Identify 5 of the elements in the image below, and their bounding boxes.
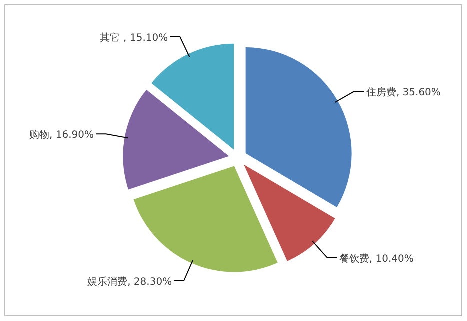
slice-label: 购物, 16.90%	[30, 130, 94, 142]
slice-label: 娱乐消费, 28.30%	[88, 276, 172, 288]
slice-label: 住房费, 35.60%	[366, 86, 441, 99]
slice-label: 其它，15.10%	[100, 32, 168, 44]
slice-label: 餐饮费, 10.40%	[339, 252, 414, 265]
